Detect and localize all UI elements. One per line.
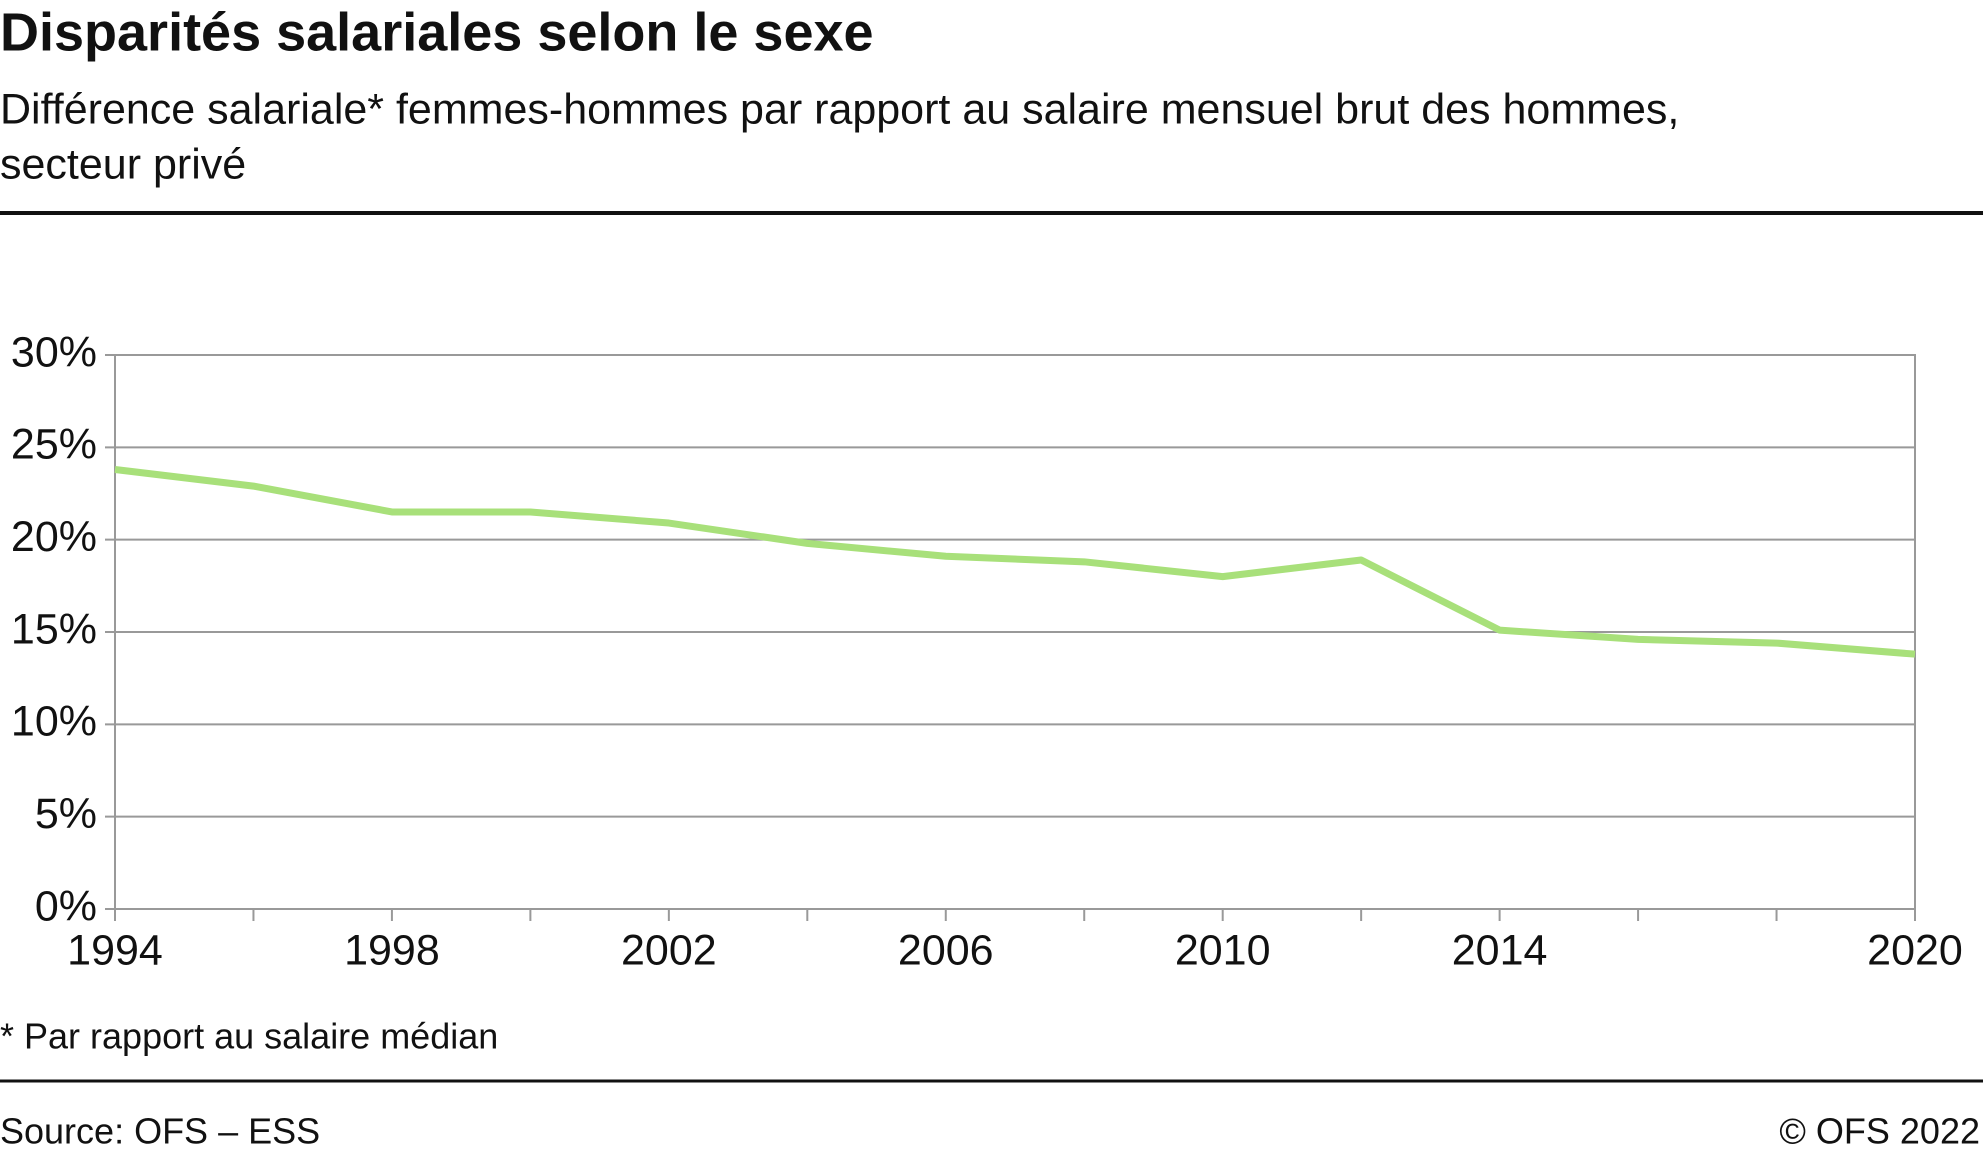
x-tick-label: 1998 bbox=[344, 926, 440, 974]
y-tick-label: 0% bbox=[35, 882, 97, 930]
x-tick-label: 2014 bbox=[1452, 926, 1548, 974]
chart-subtitle: secteur privé bbox=[0, 140, 246, 188]
y-tick-label: 15% bbox=[11, 605, 97, 653]
x-tick-label: 2020 bbox=[1867, 926, 1963, 974]
x-tick-label: 2006 bbox=[898, 926, 994, 974]
chart-title: Disparités salariales selon le sexe bbox=[0, 2, 874, 62]
y-tick-label: 30% bbox=[11, 328, 97, 376]
copyright: © OFS 2022 bbox=[1779, 1111, 1980, 1152]
y-tick-label: 10% bbox=[11, 698, 97, 746]
source: Source: OFS – ESS bbox=[0, 1111, 320, 1152]
x-tick-label: 2002 bbox=[621, 926, 717, 974]
y-tick-label: 5% bbox=[35, 790, 97, 838]
x-tick-label: 1994 bbox=[67, 926, 163, 974]
y-tick-label: 25% bbox=[11, 421, 97, 469]
footnote: * Par rapport au salaire médian bbox=[0, 1016, 498, 1057]
data-line bbox=[114, 466, 1916, 658]
y-tick-label: 20% bbox=[11, 513, 97, 561]
x-tick-label: 2010 bbox=[1175, 926, 1271, 974]
chart-subtitle: Différence salariale* femmes-hommes par … bbox=[0, 85, 1679, 133]
